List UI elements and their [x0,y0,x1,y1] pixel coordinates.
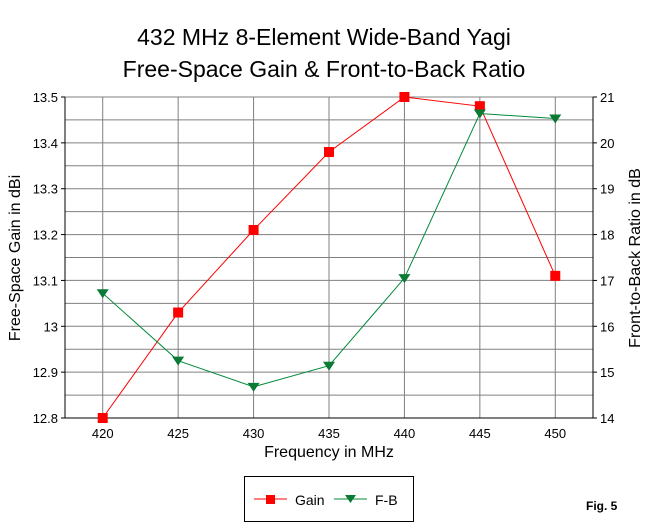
y2-tick-label: 21 [600,90,614,105]
chart-title-line-1: 432 MHz 8-Element Wide-Band Yagi [137,24,511,50]
data-point-fb [473,109,486,119]
series-layer [96,92,562,423]
legend: Gain F-B [244,476,414,522]
data-point-gain [173,307,184,318]
y2-tick-label: 20 [600,136,614,151]
data-point-gain [474,101,485,112]
y-tick-label: 13.2 [33,228,58,243]
y-tick-label: 12.9 [33,365,58,380]
x-tick-label: 430 [243,426,265,441]
axes: 12.8 12.9 13 13.1 13.2 13.3 13.4 13.5 14 15 16 17 18… [33,90,615,441]
legend-fb-label: F-B [375,492,398,508]
legend-gain-label: Gain [295,492,325,508]
x-tick-label: 425 [167,426,189,441]
chart-title-line-2: Free-Space Gain & Front-to-Back Ratio [123,56,526,82]
data-point-gain [550,270,561,281]
y2-tick-label: 19 [600,182,614,197]
y2-tick-label: 15 [600,365,614,380]
y2-tick-label: 18 [600,228,614,243]
x-tick-label: 435 [318,426,340,441]
y-tick-label: 13.3 [33,182,58,197]
grid [65,96,593,419]
data-point-fb [96,289,109,299]
y-axis-label: Free-Space Gain in dBi [7,175,24,341]
legend-fb-marker [345,495,356,503]
data-point-fb [398,274,411,284]
data-point-gain [399,92,410,102]
y-tick-label: 13.1 [33,273,58,288]
x-axis-label: Frequency in MHz [264,444,394,461]
y2-axis-label: Front-to-Back Ratio in dB [627,168,644,348]
data-point-gain [248,224,259,235]
x-tick-label: 445 [469,426,491,441]
data-point-fb [549,114,562,124]
figure-annotation: Fig. 5 [586,499,618,513]
data-point-gain [97,413,108,423]
x-tick-label: 420 [92,426,114,441]
x-tick-label: 440 [394,426,416,441]
data-point-fb [323,361,335,371]
y2-tick-label: 14 [600,411,614,426]
y-tick-label: 13.5 [33,90,58,105]
y2-tick-label: 17 [600,273,614,288]
y-tick-label: 12.8 [33,411,58,426]
y2-tick-label: 16 [600,319,614,334]
data-point-gain [324,147,334,158]
legend-gain-marker [266,495,275,504]
data-point-fb [172,356,185,366]
y-tick-label: 13.4 [33,136,58,151]
data-point-fb [247,382,260,392]
y-tick-label: 13 [44,319,58,334]
x-tick-label: 450 [544,426,566,441]
